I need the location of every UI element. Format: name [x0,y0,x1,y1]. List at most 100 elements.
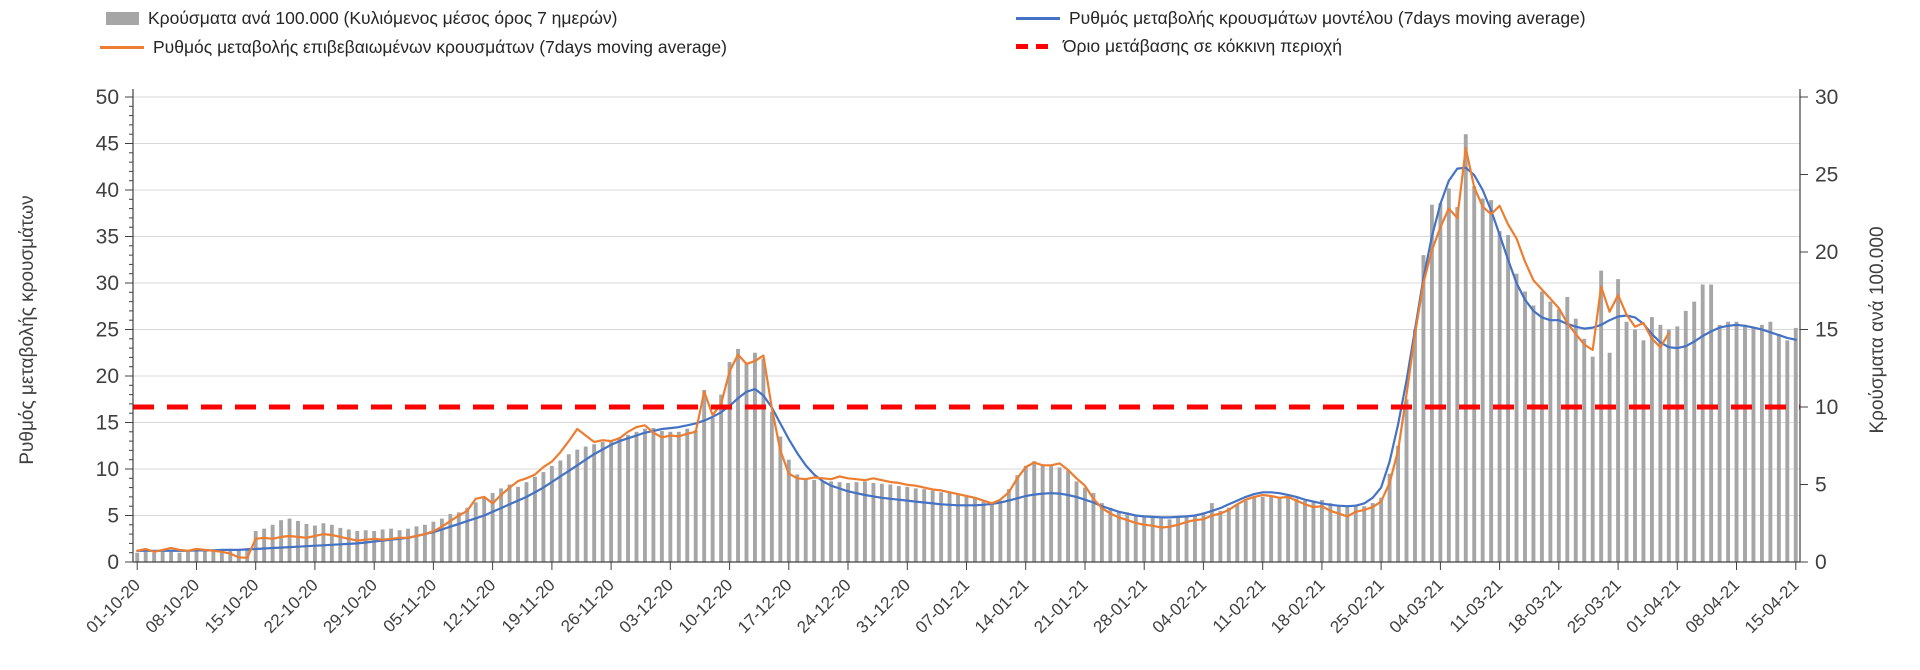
bar [668,431,673,562]
bar [439,518,444,562]
bar [1074,481,1079,562]
bar [1573,318,1578,562]
legend-item-cases-bars: Κρούσματα ανά 100.000 (Κυλιόμενος μέσος … [106,8,617,29]
y-tick-label-left: 25 [96,319,119,342]
bar [304,524,309,562]
y-tick-label-left: 20 [96,365,119,388]
bar [312,525,317,562]
bar [431,521,436,562]
x-tick-label: 01-10-20 [82,575,144,637]
bar [1565,296,1570,562]
bar [1209,503,1214,562]
bar [820,481,825,562]
bar-series-swatch-icon [106,12,139,25]
bar [846,482,850,562]
bar [998,500,1003,562]
x-tick-label: 18-03-21 [1504,575,1566,637]
x-tick-label: 04-02-21 [1149,575,1211,637]
bar [296,520,300,562]
bar [837,482,842,562]
x-tick-label: 11-02-21 [1209,575,1270,636]
bar [989,503,994,562]
bar [1032,461,1037,562]
bar [177,552,182,562]
bar [863,481,867,562]
bar [1455,207,1460,563]
bar [219,549,224,562]
bar [1066,470,1070,562]
bar [693,430,698,562]
bar [1480,198,1485,562]
orange-line-swatch-icon [100,46,144,49]
bar [566,454,571,562]
bar [1006,489,1011,562]
bar [1768,321,1773,562]
bar [1641,340,1646,562]
y-tick-label-left: 35 [96,226,119,249]
bar [1049,465,1054,562]
bar [1463,134,1468,562]
bar [1040,464,1045,562]
bar [169,551,174,562]
bar [1506,234,1511,562]
legend-item-threshold: Όριο μετάβασης σε κόκκινη περιοχή [1016,36,1342,57]
x-tick-label: 25-02-21 [1326,575,1388,637]
bar [1362,506,1367,562]
bar [769,411,774,562]
bar [1328,503,1333,562]
bar [152,552,157,562]
y-tick-label-left: 45 [96,133,119,156]
bar [1633,329,1637,562]
y-tick-label-right: 5 [1815,474,1827,497]
y-tick-label-left: 0 [107,551,119,574]
bar [1658,324,1663,562]
bar [795,474,800,562]
bar [1438,203,1443,562]
bar [160,551,165,562]
bar [1201,512,1206,562]
x-tick-label: 11-03-21 [1446,575,1507,636]
bar [473,502,478,562]
bar [1785,340,1790,562]
x-tick-label: 10-12-20 [675,575,737,637]
bar [143,551,148,562]
bar [1091,493,1096,562]
bar [1709,284,1714,562]
bar [947,493,952,562]
bar [1142,515,1147,562]
bar [270,524,275,562]
bar [1429,204,1434,563]
bar [643,428,647,562]
x-tick-label: 26-11-20 [557,575,618,636]
x-tick-label: 21-01-21 [1030,575,1092,637]
x-tick-label: 01-04-21 [1623,575,1685,637]
y-axis-left-ticks [125,96,133,563]
bar [736,348,740,563]
bar [905,486,910,562]
bar [329,524,334,562]
bar [1150,517,1155,562]
bar [854,482,859,562]
bar [1759,324,1764,562]
bar [1353,504,1358,562]
bar [1125,512,1130,562]
bar [651,427,656,562]
y-tick-label-right: 0 [1815,551,1827,574]
x-tick-label: 22-10-20 [260,575,322,637]
bar [1336,505,1341,562]
bar [888,484,893,562]
bar [465,507,470,562]
bar [363,530,368,562]
bar [1413,329,1417,562]
x-axis-ticks [136,562,1797,570]
bar [1692,301,1697,562]
bar [1624,321,1629,562]
bar [753,352,757,562]
bar [913,488,918,563]
bar [1015,475,1020,562]
bar [727,362,732,562]
bar [1514,273,1519,562]
bar [964,495,969,562]
bar [279,520,284,562]
